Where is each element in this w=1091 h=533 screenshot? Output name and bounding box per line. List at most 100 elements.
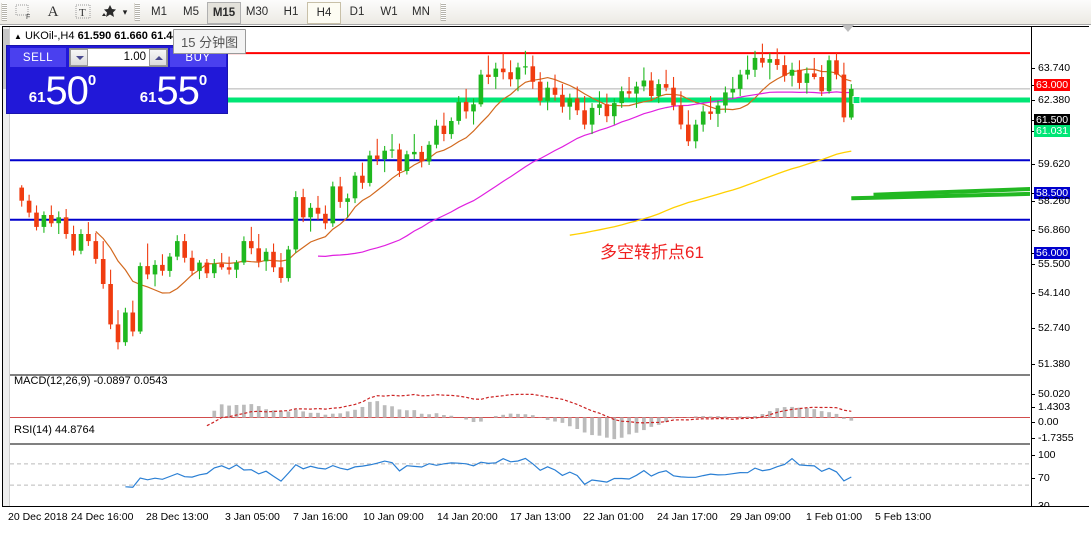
timeframe-w1[interactable]: W1 [380,6,398,18]
volume-value: 1.00 [123,51,146,63]
timeframe-tooltip: 15 分钟图 [173,29,247,54]
candle-body [619,91,624,104]
axis-tick [1031,193,1035,194]
svg-text:F: F [26,14,30,20]
candle-body [360,175,365,183]
candle-body [634,86,639,94]
time-axis-label: 3 Jan 05:00 [225,511,280,523]
current-price-marker [852,96,861,105]
candle-body [471,104,476,112]
timeframe-m30[interactable]: M30 [245,6,269,18]
one-click-trading-panel[interactable]: SELL 1.00 BUY 61 50 0 61 55 0 [6,45,228,114]
axis-tick [1031,131,1035,132]
dropdown-arrow-icon[interactable]: ▾ [122,6,128,17]
candle-body [93,241,99,259]
buy-price-display[interactable]: 61 55 0 [119,68,228,113]
candle-body [63,217,69,234]
candle-body [19,187,24,201]
candle-body [130,312,136,332]
axis-tick [1031,201,1035,202]
candle-body [641,80,647,87]
candle-body [108,284,113,325]
rsi-axis-label: 70 [1038,472,1050,484]
timeframe-m15[interactable]: M15 [207,2,241,24]
sell-price-display[interactable]: 61 50 0 [8,68,117,113]
candle-body [337,186,343,202]
timeframe-m1[interactable]: M1 [151,6,167,18]
axis-tick [1031,85,1035,86]
text-box-t-icon[interactable]: T [70,2,96,22]
text-a-icon[interactable]: A [47,3,59,20]
candle-body [49,215,54,224]
macd-axis-label: -1.7355 [1038,432,1074,444]
candle-body [197,262,202,271]
candle-body [767,59,773,63]
axis-tick [1031,293,1035,294]
buy-price-pips: 55 [156,68,199,113]
volume-decrease-button[interactable] [70,49,88,66]
price-axis-label: 61.500 [1034,114,1071,126]
price-axis-label: 50.020 [1038,388,1071,400]
candle-body [560,94,565,107]
candle-body [449,121,454,135]
chart-annotation-text: 多空转折点61 [600,243,704,262]
axis-tick [1031,264,1035,265]
toolbar-grip-3[interactable] [440,3,446,21]
rsi-indicator-label: RSI(14) 44.8764 [14,424,95,436]
candle-body [293,197,299,250]
axis-tick [1031,364,1035,365]
candle-body [271,251,276,268]
price-axis[interactable]: 63.740 63.000 62.380 61.500 61.031 59.620 58.5… [1031,27,1089,533]
axis-tick [1031,164,1035,165]
candle-body [226,267,232,270]
candle-body [723,92,728,106]
candle-body [849,88,854,118]
timeframe-d1[interactable]: D1 [349,6,365,18]
volume-increase-button[interactable] [149,49,167,66]
time-axis-label: 28 Dec 13:00 [146,511,209,523]
timeframe-h4[interactable]: H4 [307,2,341,24]
chart-top-marker-icon [842,25,854,32]
toolbar-grip-2[interactable] [134,3,140,21]
candle-body [249,241,254,249]
candle-body [389,149,395,151]
timeframe-mn[interactable]: MN [412,6,430,18]
macd-indicator-label: MACD(12,26,9) -0.0897 0.0543 [14,375,168,387]
collapse-arrow-icon[interactable]: ▲ [14,32,22,41]
candle-body [286,249,291,279]
candle-body [219,263,224,268]
toolbar-grip-1[interactable] [1,3,7,21]
time-axis-label: 5 Feb 13:00 [875,511,932,523]
volume-input[interactable]: 1.00 [69,48,168,67]
timeframe-h1[interactable]: H1 [283,6,299,18]
rsi-line [125,457,852,488]
objects-icon[interactable] [100,2,120,22]
candle-body [145,266,150,275]
time-axis[interactable]: 20 Dec 2018 24 Dec 16:00 28 Dec 13:00 3 Jan… [3,507,1088,531]
price-axis-label: 61.031 [1034,125,1071,137]
candle-body [412,151,417,155]
price-axis-label: 63.000 [1034,79,1071,91]
time-axis-label: 22 Jan 01:00 [583,511,644,523]
candle-body [26,200,32,213]
candle-body [152,264,158,275]
moving-average-line [317,91,852,258]
macd-axis-label: 1.4303 [1038,401,1071,413]
axis-tick [1031,328,1035,329]
time-axis-label: 14 Jan 20:00 [437,511,498,523]
candle-body [263,251,269,262]
candle-body [212,263,217,274]
axis-tick [1031,100,1035,101]
candle-body [71,234,76,251]
crosshair-f-icon[interactable]: F [10,2,36,22]
price-axis-label: 58.500 [1034,187,1071,199]
candle-body [493,68,499,77]
timeframe-m5[interactable]: M5 [183,6,199,18]
candle-body [367,155,373,183]
sell-button[interactable]: SELL [10,48,66,67]
candle-body [760,57,765,63]
candle-body [137,266,143,332]
buy-price-fraction: 0 [198,72,208,89]
time-axis-label: 24 Dec 16:00 [71,511,134,523]
